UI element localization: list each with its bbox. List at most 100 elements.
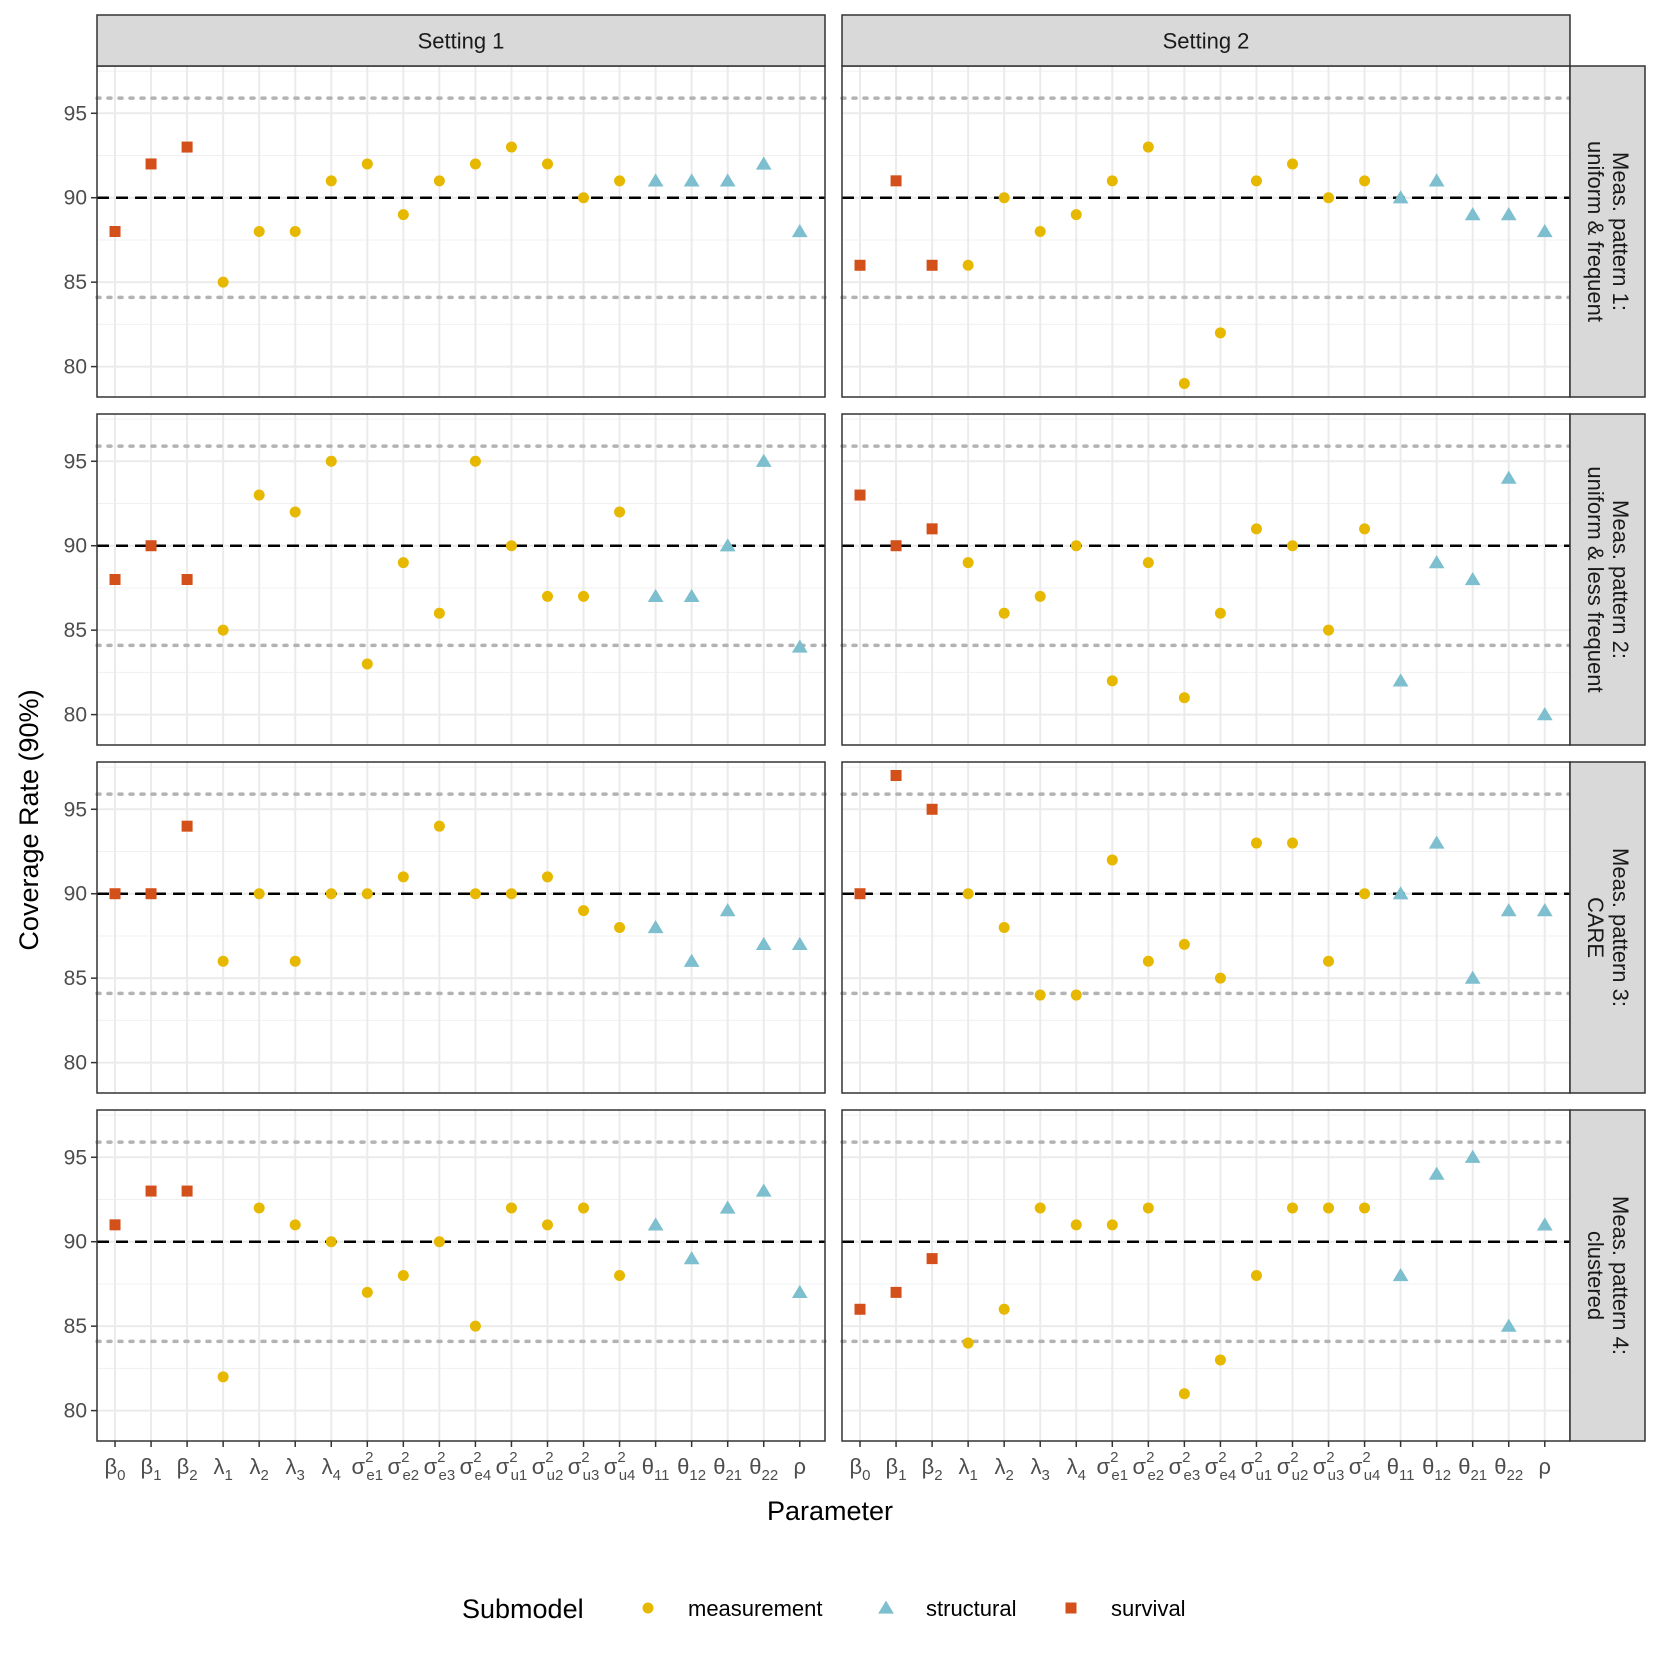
data-point-structural [1392,673,1409,687]
data-point-structural [1392,190,1409,204]
data-point-measurement [253,226,265,237]
data-point-structural [647,173,664,187]
row-strip-label: Meas. pattern 3:CARE [1583,848,1633,1007]
y-tick-label: 95 [64,102,87,125]
data-point-measurement [1106,1219,1118,1231]
data-point-structural [1536,1217,1553,1231]
y-axes: 80 85 90 95 80 85 90 95 80 85 90 95 80 85 90 95 [64,102,97,1423]
data-point-measurement [541,1219,553,1231]
data-point-measurement [217,276,229,288]
data-point-structural [683,1251,700,1265]
data-point-measurement [325,455,337,467]
data-point-measurement [253,1202,265,1214]
data-point-measurement [962,1337,974,1349]
legend-item-structural: structural [878,1596,1016,1621]
panel [840,414,1572,745]
data-point-survival [109,1219,121,1231]
data-point-survival [181,1185,193,1197]
data-point-structural [719,538,736,552]
data-point-structural [755,453,772,467]
data-point-measurement [1178,938,1190,950]
data-point-measurement [578,192,590,204]
column-strip [96,14,826,67]
data-point-measurement [1142,955,1154,967]
x-tick-label: σ2 u3 [1313,1449,1345,1484]
y-tick-label: 80 [64,356,87,379]
panel [840,66,1572,397]
data-point-measurement [253,888,265,900]
legend-key-triangle [878,1600,894,1614]
data-point-structural [683,953,700,967]
x-tick-label: σ2 e4 [1205,1449,1237,1484]
data-point-measurement [1034,1202,1046,1214]
data-point-survival [109,888,121,900]
column-strip-label: Setting 2 [1163,29,1250,54]
panel-border [96,761,826,1094]
data-point-measurement [505,540,517,552]
data-point-structural [1464,970,1481,984]
data-point-measurement [469,455,481,467]
x-tick-label: σ2 u4 [1349,1449,1381,1484]
x-tick-label: β0 [850,1454,871,1484]
data-point-measurement [578,590,590,602]
data-point-structural [755,156,772,170]
data-point-structural [647,1217,664,1231]
data-point-measurement [433,820,445,832]
data-point-measurement [361,658,373,670]
column-strips: Setting 1 Setting 2 [96,14,1571,67]
panel-background [842,1110,1570,1441]
x-tick-label: θ12 [677,1454,706,1484]
x-tick-label: θ12 [1422,1454,1451,1484]
data-point-measurement [962,557,974,569]
data-point-structural [647,588,664,603]
x-tick-label: θ22 [749,1454,778,1484]
data-point-measurement [1034,989,1046,1001]
data-point-measurement [1250,175,1262,187]
data-point-measurement [253,489,265,501]
data-point-measurement [433,175,445,187]
panel-background [97,414,825,745]
data-point-measurement [1034,590,1046,602]
data-point-survival [890,770,902,782]
y-tick-label: 90 [64,1231,87,1254]
x-tick-label: σ2 u2 [532,1449,564,1484]
data-point-survival [109,226,121,237]
x-tick-label: λ1 [958,1454,977,1484]
data-point-survival [926,523,938,535]
panel-background [842,66,1570,397]
panels-layer [95,65,1572,1442]
panel [95,414,827,745]
data-point-structural [1536,224,1553,238]
x-axis-title: Parameter [767,1496,893,1526]
data-point-measurement [1070,1219,1082,1231]
x-tick-label: λ1 [213,1454,232,1484]
data-point-survival [145,1185,157,1197]
row-strip-label: Meas. pattern 2:uniform & less frequent [1583,466,1633,692]
legend-key-square [1065,1602,1077,1614]
panel-background [842,762,1570,1093]
x-axes: β0 β1 β2 λ1 λ2 λ3 λ4 σ2 e1 σ2 e2 σ2 e3 σ2 e4 σ2 u1 σ2 u2 σ2… [105,1441,1551,1484]
panel-points [854,141,1553,389]
legend: Submodel measurement structural survival [462,1594,1186,1624]
legend-label: structural [926,1596,1016,1621]
x-tick-label: θ21 [713,1454,742,1484]
data-point-measurement [469,1320,481,1332]
data-point-measurement [505,1202,517,1214]
data-point-structural [1392,1268,1409,1282]
panel-background [97,66,825,397]
data-point-structural [1428,555,1445,569]
data-point-survival [181,574,193,585]
data-point-measurement [1214,1354,1226,1366]
data-point-measurement [998,192,1010,204]
x-tick-label: σ2 e1 [1096,1449,1128,1484]
data-point-measurement [1142,557,1154,569]
x-tick-label: β2 [922,1454,943,1484]
data-point-structural [683,173,700,187]
data-point-measurement [505,888,517,900]
data-point-measurement [1286,158,1298,170]
data-point-structural [755,1183,772,1197]
x-tick-label: θ21 [1458,1454,1487,1484]
column-strip-label: Setting 1 [418,29,505,54]
data-point-measurement [1034,226,1046,237]
